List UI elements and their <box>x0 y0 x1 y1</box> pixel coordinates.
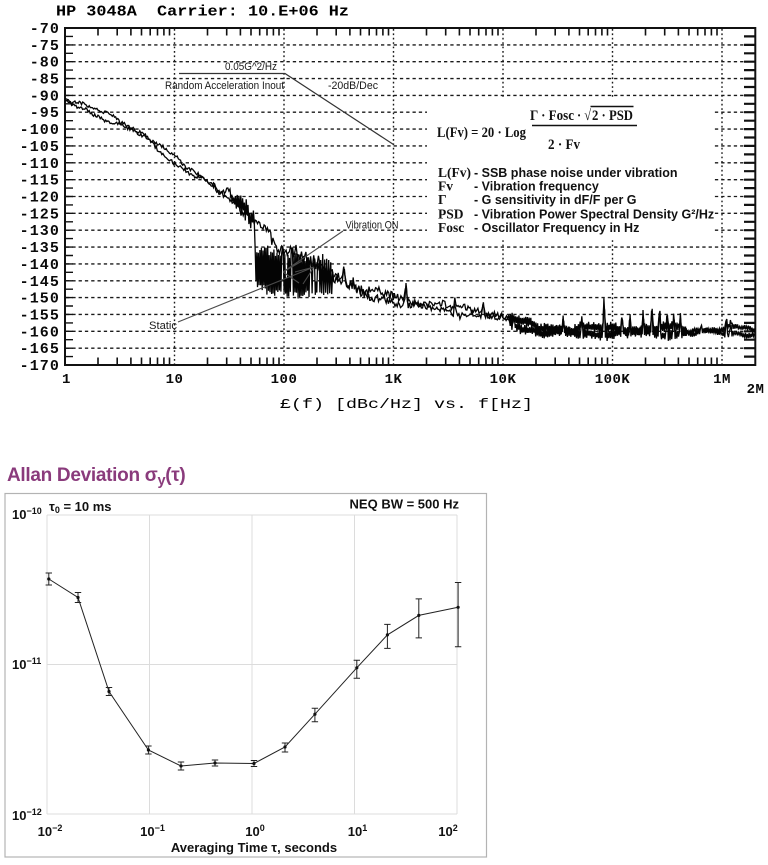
svg-text:1: 1 <box>62 372 71 388</box>
svg-text:Vibration ON: Vibration ON <box>346 220 399 232</box>
svg-text:-130: -130 <box>20 223 60 240</box>
svg-text:-125: -125 <box>20 206 60 223</box>
svg-text:100: 100 <box>271 372 298 388</box>
svg-text:-150: -150 <box>20 291 60 308</box>
svg-text:-20dB/Dec: -20dB/Dec <box>328 80 378 92</box>
svg-text:Random Acceleration Inout: Random Acceleration Inout <box>165 80 284 92</box>
svg-text:PSD: PSD <box>438 207 464 222</box>
svg-text:Γ · Fosc: Γ · Fosc <box>530 108 574 124</box>
svg-text:- SSB phase noise under vibrat: - SSB phase noise under vibration <box>474 166 678 180</box>
svg-text:HP 3048A Carrier: 10.E+06 Hz: HP 3048A Carrier: 10.E+06 Hz <box>56 4 349 21</box>
svg-text:-85: -85 <box>30 72 60 89</box>
svg-text:-170: -170 <box>20 358 60 375</box>
svg-text:-115: -115 <box>20 173 60 190</box>
svg-text:L(Fv): L(Fv) <box>438 165 471 180</box>
svg-text:2 · Fv: 2 · Fv <box>548 137 580 153</box>
svg-text:-110: -110 <box>20 156 60 173</box>
svg-text:-80: -80 <box>30 55 60 72</box>
svg-text:£(f) [dBc/Hz] vs. f[Hz]: £(f) [dBc/Hz] vs. f[Hz] <box>280 397 533 413</box>
svg-text:-70: -70 <box>30 21 60 38</box>
svg-text:1M: 1M <box>713 372 731 388</box>
svg-text:- Oscillator Frequency in Hz: - Oscillator Frequency in Hz <box>474 221 639 235</box>
svg-text:102: 102 <box>438 823 457 839</box>
svg-text:-160: -160 <box>20 324 60 341</box>
svg-text:1K: 1K <box>385 372 403 388</box>
svg-text:-140: -140 <box>20 257 60 274</box>
svg-text:2 · PSD: 2 · PSD <box>592 108 633 124</box>
svg-text:τ0 = 10 ms: τ0 = 10 ms <box>49 499 112 515</box>
svg-text:100: 100 <box>245 823 264 839</box>
svg-text:· √: · √ <box>577 108 592 124</box>
svg-text:-95: -95 <box>30 105 60 122</box>
svg-text:Averaging Time τ, seconds: Averaging Time τ, seconds <box>171 840 337 855</box>
svg-text:10−2: 10−2 <box>38 823 63 839</box>
svg-text:10−1: 10−1 <box>140 823 165 839</box>
svg-text:NEQ BW = 500 Hz: NEQ BW = 500 Hz <box>350 497 460 512</box>
svg-text:10−12: 10−12 <box>12 807 42 823</box>
svg-text:100K: 100K <box>595 372 631 388</box>
svg-text:- Vibration Power Spectral Den: - Vibration Power Spectral Density G²/Hz <box>474 208 714 222</box>
svg-text:L(Fv) = 20 · Log: L(Fv) = 20 · Log <box>437 125 526 141</box>
svg-text:Γ: Γ <box>438 192 447 207</box>
svg-text:10−11: 10−11 <box>12 656 41 672</box>
svg-text:10K: 10K <box>490 372 517 388</box>
svg-text:10: 10 <box>166 372 184 388</box>
svg-text:-105: -105 <box>20 139 60 156</box>
svg-text:-145: -145 <box>20 274 60 291</box>
svg-text:-120: -120 <box>20 190 60 207</box>
svg-text:Fosc: Fosc <box>438 220 464 235</box>
svg-text:0.05G^2/Hz: 0.05G^2/Hz <box>225 61 277 73</box>
svg-text:- G sensitivity in dF/F per G: - G sensitivity in dF/F per G <box>474 193 637 207</box>
svg-text:Static: Static <box>149 320 178 332</box>
svg-text:- Vibration frequency: - Vibration frequency <box>474 180 599 194</box>
svg-text:-165: -165 <box>20 341 60 358</box>
svg-text:-100: -100 <box>20 122 60 139</box>
svg-text:-90: -90 <box>30 88 60 105</box>
svg-text:Fv: Fv <box>438 179 453 194</box>
svg-text:-135: -135 <box>20 240 60 257</box>
svg-text:-155: -155 <box>20 307 60 324</box>
svg-text:-75: -75 <box>30 38 60 55</box>
svg-text:2M: 2M <box>747 382 765 398</box>
svg-text:10−10: 10−10 <box>12 506 42 522</box>
svg-text:101: 101 <box>348 823 367 839</box>
